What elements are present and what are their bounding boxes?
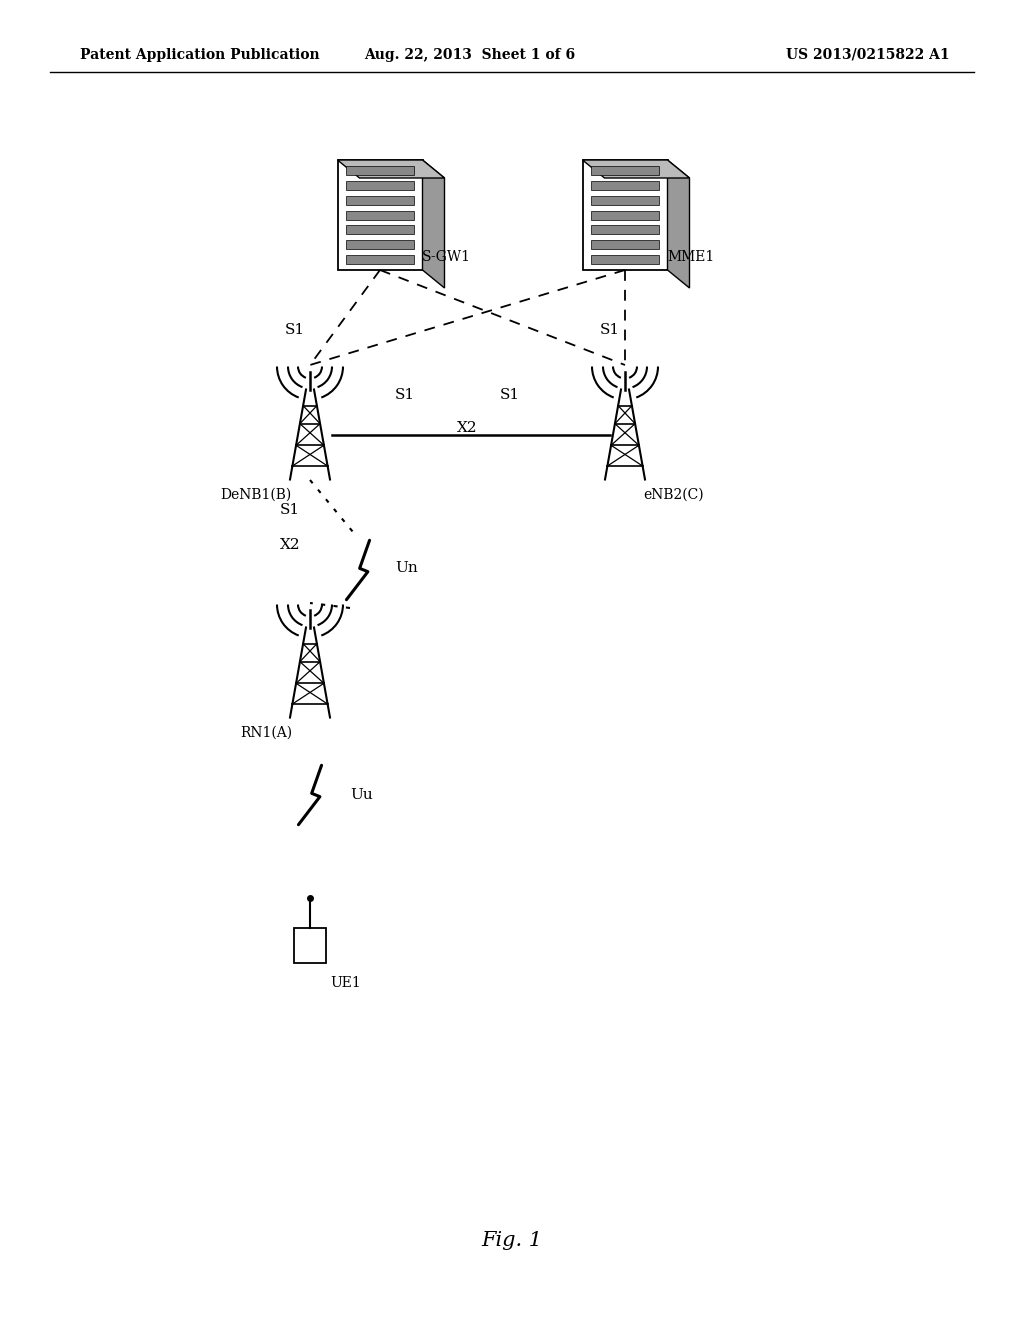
Polygon shape	[668, 160, 689, 288]
Bar	[591, 240, 659, 249]
Text: UE1: UE1	[330, 975, 360, 990]
Text: Fig. 1: Fig. 1	[481, 1230, 543, 1250]
Text: S-GW1: S-GW1	[422, 249, 471, 264]
Text: X2: X2	[280, 539, 300, 552]
Bar	[346, 226, 414, 235]
Text: X2: X2	[457, 421, 477, 436]
Bar	[346, 255, 414, 264]
Bar	[346, 166, 414, 174]
Bar	[346, 195, 414, 205]
Text: RN1(A): RN1(A)	[240, 726, 292, 741]
Text: Aug. 22, 2013  Sheet 1 of 6: Aug. 22, 2013 Sheet 1 of 6	[365, 48, 575, 62]
Bar	[294, 928, 326, 964]
Text: DeNB1(B): DeNB1(B)	[221, 488, 292, 502]
Bar	[338, 160, 423, 271]
Text: S1: S1	[500, 388, 520, 403]
Text: S1: S1	[600, 323, 621, 337]
Polygon shape	[583, 160, 689, 178]
Bar	[591, 226, 659, 235]
Bar	[591, 255, 659, 264]
Bar	[591, 210, 659, 219]
Text: Patent Application Publication: Patent Application Publication	[80, 48, 319, 62]
Text: MME1: MME1	[667, 249, 715, 264]
Bar	[583, 160, 668, 271]
Polygon shape	[338, 160, 444, 178]
Bar	[591, 181, 659, 190]
Text: S1: S1	[285, 323, 305, 337]
Text: S1: S1	[280, 503, 300, 517]
Polygon shape	[423, 160, 444, 288]
Text: Uu: Uu	[350, 788, 373, 803]
Bar	[591, 195, 659, 205]
Bar	[346, 210, 414, 219]
Text: US 2013/0215822 A1: US 2013/0215822 A1	[786, 48, 950, 62]
Bar	[346, 240, 414, 249]
Text: Un: Un	[395, 561, 418, 576]
Bar	[591, 166, 659, 174]
Text: eNB2(C): eNB2(C)	[643, 488, 703, 502]
Text: S1: S1	[395, 388, 415, 403]
Bar	[346, 181, 414, 190]
